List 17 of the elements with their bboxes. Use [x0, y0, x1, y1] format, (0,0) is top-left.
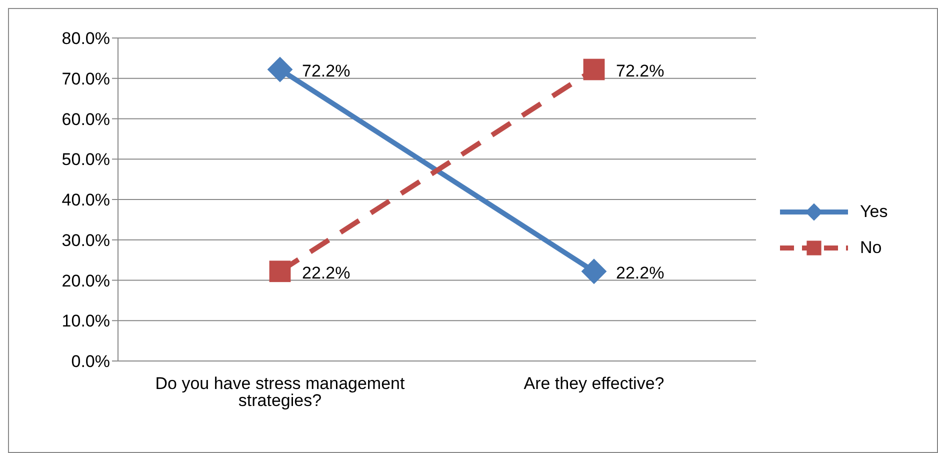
legend-label: Yes [860, 202, 888, 222]
y-tick-label: 80.0% [62, 29, 110, 48]
data-label: 72.2% [302, 61, 350, 80]
y-tick-label: 60.0% [62, 110, 110, 129]
data-label: 22.2% [302, 263, 350, 282]
legend-label: No [860, 238, 882, 258]
data-label: 22.2% [616, 263, 664, 282]
y-tick-label: 70.0% [62, 69, 110, 88]
data-label: 72.2% [616, 61, 664, 80]
y-tick-label: 40.0% [62, 190, 110, 210]
y-tick-label: 50.0% [62, 150, 110, 170]
y-tick-label: 30.0% [62, 230, 110, 250]
y-tick-label: 10.0% [62, 312, 110, 331]
y-tick-label: 0.0% [71, 352, 110, 372]
y-tick-label: 20.0% [62, 271, 110, 290]
x-tick-label: Do you have stress management strategies? [155, 374, 406, 410]
x-tick-label: Are they effective? [524, 374, 664, 394]
